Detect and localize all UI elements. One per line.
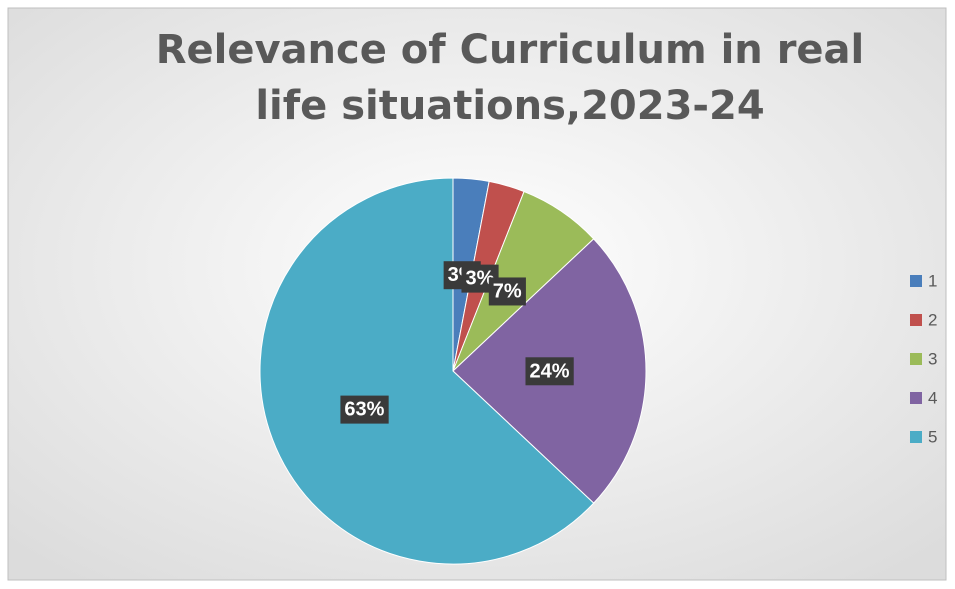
data-label: 63% [340,395,389,424]
data-label: 7% [488,277,526,306]
data-label: 3% [461,264,499,293]
legend-swatch [910,314,922,326]
data-label-text: 63% [344,399,384,421]
legend-swatch [910,353,922,365]
data-label-box [525,357,574,386]
data-label-box [488,277,526,306]
data-label-text: 24% [529,360,569,382]
legend-swatch [910,392,922,404]
chart-title: Relevance of Curriculum in real life sit… [155,27,865,129]
data-label-text: 3% [465,268,494,290]
data-label-box [340,395,389,424]
legend-label: 2 [928,310,937,329]
pie-slice [259,177,595,565]
legend-swatch [910,275,922,287]
legend-swatch [910,431,922,443]
data-label-text: 7% [493,280,522,302]
data-label: 24% [525,357,574,386]
legend-label: 1 [928,271,937,290]
legend-label: 5 [928,427,937,446]
legend-label: 3 [928,349,937,368]
legend-label: 4 [928,388,937,407]
